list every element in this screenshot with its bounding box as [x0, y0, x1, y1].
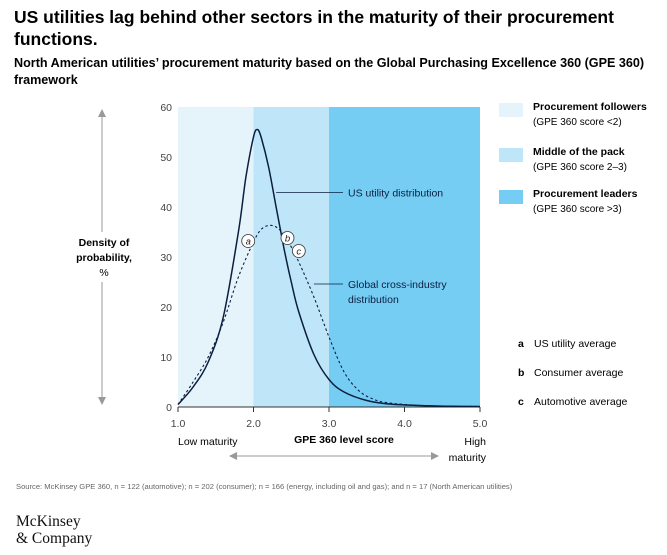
key-item-b: b Consumer average [518, 367, 623, 379]
series-label-us: US utility distribution [348, 188, 443, 200]
region-2 [329, 107, 480, 407]
y-tick-label-2: 20 [160, 302, 172, 314]
us-utility-curve [177, 128, 481, 408]
legend-label-leaders: Procurement leaders [533, 188, 638, 200]
key-letter-b: b [518, 367, 525, 379]
key-letter-c: c [518, 396, 524, 408]
key-item-c: c Automotive average [518, 396, 627, 408]
key-text-a: US utility average [534, 338, 617, 350]
source-note: Source: McKinsey GPE 360, n = 122 (autom… [16, 482, 513, 491]
x-axis-arrow-left [229, 452, 237, 460]
y-tick-label-4: 40 [160, 202, 172, 214]
region-0 [178, 107, 254, 407]
annotation-circle-c [291, 244, 306, 258]
x-axis-label: GPE 360 level score [294, 434, 394, 446]
legend-swatch-leaders [499, 190, 523, 204]
key-text-b: Consumer average [534, 367, 624, 379]
y-tick-label-3: 30 [160, 252, 172, 264]
y-tick-label-1: 10 [160, 352, 172, 364]
key-item-a: a US utility average [518, 338, 616, 350]
series-label-global-line1: Global cross-industry [348, 279, 447, 291]
annotation-circle-b [280, 231, 295, 245]
y-axis-arrow-down [98, 397, 106, 405]
x-axis-arrow-right [431, 452, 439, 460]
annotation-letter-b: b [285, 234, 290, 245]
annotation-letter-a: a [246, 237, 251, 248]
y-tick-label-0: 0 [166, 402, 172, 414]
logo-line-1: McKinsey [16, 513, 81, 530]
x-tick-label-2: 3.0 [322, 418, 337, 430]
y-label-backdrop [60, 232, 144, 282]
series-label-global-line2: distribution [348, 294, 399, 306]
series-label-global: Global cross-industry distribution [348, 279, 447, 306]
annotation-a: a [241, 234, 256, 248]
annotation-letter-c: c [296, 247, 301, 258]
y-tick-label-6: 60 [160, 102, 172, 114]
annotation-circle-a [241, 234, 256, 248]
y-axis-unit: % [99, 267, 109, 279]
key-letter-a: a [518, 338, 524, 350]
x-tick-label-4: 5.0 [473, 418, 488, 430]
annotation-b: b [280, 231, 295, 245]
legend-sub-leaders: (GPE 360 score >3) [533, 204, 622, 215]
legend-sub-followers: (GPE 360 score <2) [533, 117, 622, 128]
x-tick-label-3: 4.0 [397, 418, 412, 430]
global-cross-industry-curve [177, 224, 481, 408]
logo-line-2: & Company [16, 530, 93, 547]
key-text-c: Automotive average [534, 396, 628, 408]
legend-label-followers: Procurement followers [533, 101, 647, 113]
x-low-label: Low maturity [178, 436, 238, 448]
chart-title: US utilities lag behind other sectors in… [14, 7, 614, 49]
annotation-c: c [291, 244, 306, 258]
chart-subtitle: North American utilities’ procurement ma… [14, 56, 645, 87]
y-axis-label-text: Density of probability, [76, 237, 132, 264]
y-axis-arrow-up [98, 109, 106, 117]
legend-sub-middle: (GPE 360 score 2–3) [533, 162, 627, 173]
x-tick-label-1: 2.0 [246, 418, 261, 430]
density-chart: 0 10 20 30 40 50 60 1.0 2.0 3.0 4.0 5.0 US utility … [60, 102, 488, 460]
legend-swatch-followers [499, 103, 523, 117]
x-high-label: High maturity [448, 436, 486, 464]
y-axis-label: Density of probability, % [54, 236, 154, 281]
x-tick-label-0: 1.0 [171, 418, 186, 430]
legend-swatch-middle [499, 148, 523, 162]
mckinsey-logo: McKinsey & Company [16, 513, 92, 547]
y-tick-label-5: 50 [160, 152, 172, 164]
legend-label-middle: Middle of the pack [533, 146, 625, 158]
